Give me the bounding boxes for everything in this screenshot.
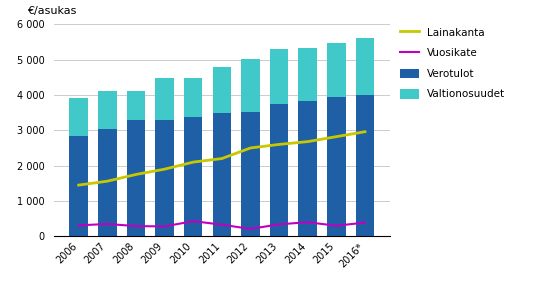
Lainakanta (333, 135, 340, 138)
Bar (213, 113, 231, 236)
Lainakanta (161, 167, 168, 171)
Bar (270, 49, 288, 104)
Vuosikate (104, 222, 110, 226)
Bar (184, 117, 202, 236)
Lainakanta (362, 130, 368, 134)
Bar (213, 67, 231, 113)
Lainakanta (219, 157, 225, 160)
Lainakanta (75, 183, 82, 187)
Bar (355, 95, 374, 236)
Bar (155, 120, 174, 236)
Vuosikate (161, 225, 168, 228)
Vuosikate (75, 224, 82, 227)
Bar (69, 98, 88, 136)
Vuosikate (362, 221, 368, 224)
Lainakanta (104, 179, 110, 183)
Lainakanta (190, 160, 196, 164)
Bar (241, 112, 260, 236)
Vuosikate (333, 224, 340, 228)
Bar (270, 104, 288, 236)
Lainakanta (133, 173, 139, 176)
Bar (98, 128, 117, 236)
Bar (299, 101, 317, 236)
Bar (127, 120, 145, 236)
Bar (127, 91, 145, 120)
Bar (98, 91, 117, 128)
Lainakanta (276, 143, 282, 146)
Bar (327, 97, 346, 236)
Lainakanta (305, 140, 311, 143)
Text: €/asukas: €/asukas (27, 6, 77, 16)
Bar (299, 48, 317, 101)
Line: Vuosikate: Vuosikate (78, 221, 365, 229)
Vuosikate (276, 222, 282, 226)
Bar (327, 43, 346, 97)
Vuosikate (247, 227, 254, 231)
Bar (69, 136, 88, 236)
Vuosikate (305, 220, 311, 224)
Vuosikate (219, 223, 225, 227)
Lainakanta (247, 146, 254, 150)
Bar (355, 38, 374, 95)
Line: Lainakanta: Lainakanta (78, 132, 365, 185)
Bar (155, 78, 174, 120)
Bar (184, 78, 202, 117)
Vuosikate (133, 224, 139, 228)
Legend: Lainakanta, Vuosikate, Verotulot, Valtionosuudet: Lainakanta, Vuosikate, Verotulot, Valtio… (398, 25, 507, 102)
Vuosikate (190, 219, 196, 223)
Bar (241, 59, 260, 112)
